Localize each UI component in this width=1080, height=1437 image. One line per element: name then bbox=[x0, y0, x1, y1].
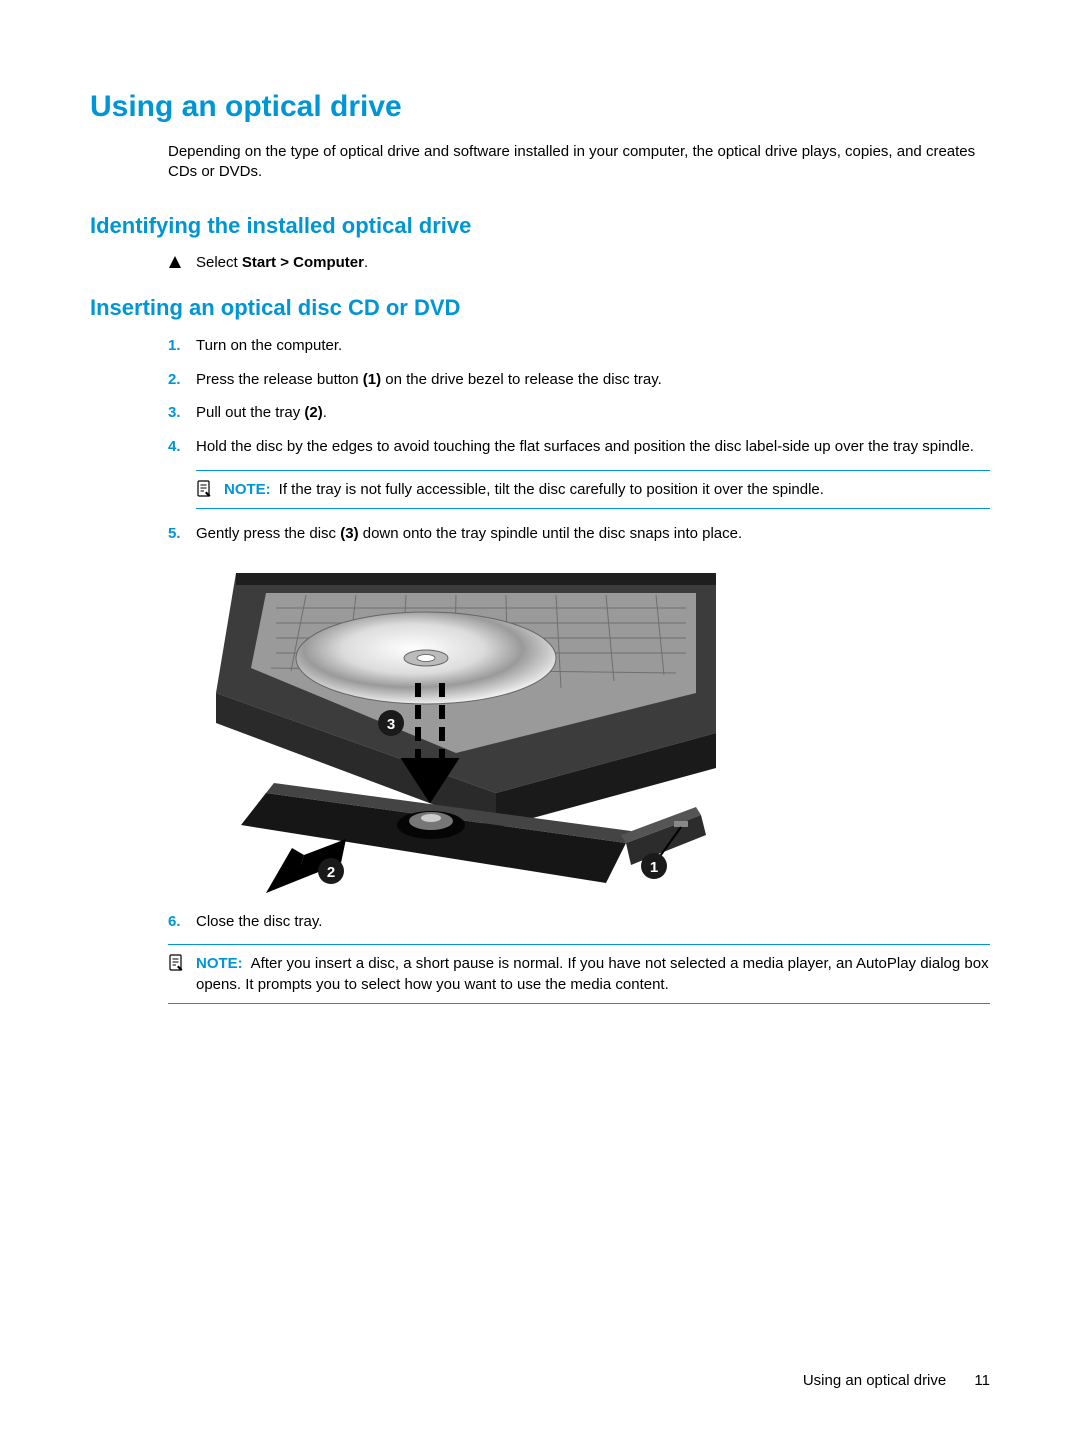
step-number: 6. bbox=[168, 911, 196, 933]
note-bottom: NOTE:After you insert a disc, a short pa… bbox=[168, 944, 990, 1004]
footer-text: Using an optical drive bbox=[803, 1372, 946, 1389]
text-bold: (1) bbox=[363, 371, 381, 388]
text-run: Select bbox=[196, 254, 242, 271]
list-item: 6. Close the disc tray. bbox=[168, 911, 990, 933]
intro-paragraph: Depending on the type of optical drive a… bbox=[168, 142, 990, 183]
svg-text:2: 2 bbox=[327, 864, 335, 881]
note-text-body: If the tray is not fully accessible, til… bbox=[279, 481, 824, 498]
text-run: Hold the disc by the edges to avoid touc… bbox=[196, 438, 974, 455]
text-run: Pull out the tray bbox=[196, 404, 304, 421]
svg-text:3: 3 bbox=[387, 716, 395, 733]
section1-heading: Identifying the installed optical drive bbox=[90, 213, 990, 239]
section2-heading: Inserting an optical disc CD or DVD bbox=[90, 295, 990, 321]
step-text: Press the release button (1) on the driv… bbox=[196, 369, 990, 391]
text-run: Press the release button bbox=[196, 371, 363, 388]
step-number: 4. bbox=[168, 436, 196, 458]
section1-step: Select Start > Computer. bbox=[168, 253, 990, 273]
step-text: Hold the disc by the edges to avoid touc… bbox=[196, 436, 990, 458]
step-number: 2. bbox=[168, 369, 196, 391]
list-item: 3. Pull out the tray (2). bbox=[168, 402, 990, 424]
text-run: down onto the tray spindle until the dis… bbox=[359, 525, 743, 542]
step-number: 5. bbox=[168, 523, 196, 545]
optical-drive-figure: 3 2 1 bbox=[196, 563, 990, 893]
page-number: 11 bbox=[974, 1372, 990, 1389]
note-label: NOTE: bbox=[224, 481, 271, 498]
text-bold: (3) bbox=[340, 525, 358, 542]
page-footer: Using an optical drive 11 bbox=[803, 1372, 990, 1389]
step-text: Gently press the disc (3) down onto the … bbox=[196, 523, 990, 545]
text-run: . bbox=[364, 254, 368, 271]
text-run: on the drive bezel to release the disc t… bbox=[381, 371, 662, 388]
step-text: Turn on the computer. bbox=[196, 335, 990, 357]
note-text-body: After you insert a disc, a short pause i… bbox=[196, 955, 989, 993]
note-icon bbox=[168, 953, 196, 972]
triangle-icon bbox=[168, 253, 196, 269]
text-bold: Start > Computer bbox=[242, 254, 364, 271]
note-label: NOTE: bbox=[196, 955, 243, 972]
note-content: NOTE:After you insert a disc, a short pa… bbox=[196, 953, 990, 995]
ordered-list: 1. Turn on the computer. 2. Press the re… bbox=[168, 335, 990, 933]
text-run: Turn on the computer. bbox=[196, 337, 342, 354]
list-item: 4. Hold the disc by the edges to avoid t… bbox=[168, 436, 990, 458]
list-item: 5. Gently press the disc (3) down onto t… bbox=[168, 523, 990, 545]
section1-step-text: Select Start > Computer. bbox=[196, 253, 990, 273]
text-bold: (2) bbox=[304, 404, 322, 421]
svg-text:1: 1 bbox=[650, 859, 658, 876]
step-text: Pull out the tray (2). bbox=[196, 402, 990, 424]
text-run: . bbox=[323, 404, 327, 421]
list-item: 1. Turn on the computer. bbox=[168, 335, 990, 357]
step-text: Close the disc tray. bbox=[196, 911, 990, 933]
note-content: NOTE: If the tray is not fully accessible… bbox=[224, 479, 990, 500]
text-run: Close the disc tray. bbox=[196, 913, 322, 930]
note-after-step4: NOTE: If the tray is not fully accessible… bbox=[196, 470, 990, 509]
text-run: Gently press the disc bbox=[196, 525, 340, 542]
step-number: 1. bbox=[168, 335, 196, 357]
document-page: Using an optical drive Depending on the … bbox=[0, 0, 1080, 1437]
step-number: 3. bbox=[168, 402, 196, 424]
page-title: Using an optical drive bbox=[90, 90, 990, 124]
list-item: 2. Press the release button (1) on the d… bbox=[168, 369, 990, 391]
note-icon bbox=[196, 479, 224, 498]
